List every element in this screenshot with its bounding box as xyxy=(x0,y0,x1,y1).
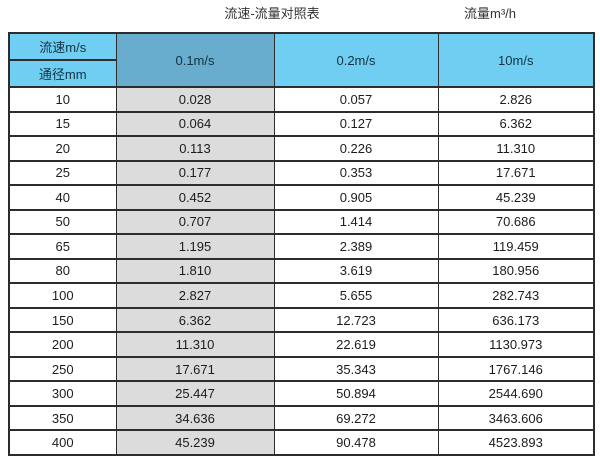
value-cell: 90.478 xyxy=(273,429,439,456)
diameter-cell: 150 xyxy=(8,306,117,334)
diameter-cell: 20 xyxy=(8,135,117,162)
value-cell: 45.239 xyxy=(437,184,595,211)
corner-cell-velocity: 流速m/s xyxy=(8,32,117,61)
value-cell: 50.894 xyxy=(273,380,439,407)
diameter-cell: 50 xyxy=(8,208,117,236)
diameter-cell: 300 xyxy=(8,380,117,407)
table-row: 80 1.810 3.619 180.956 xyxy=(8,257,595,285)
value-cell: 3.619 xyxy=(273,257,439,285)
value-cell: 119.459 xyxy=(437,233,595,260)
value-cell: 1.195 xyxy=(115,233,275,260)
value-cell: 17.671 xyxy=(115,355,275,383)
value-cell: 1.414 xyxy=(273,208,439,236)
table-row: 300 25.447 50.894 2544.690 xyxy=(8,380,595,407)
diameter-cell: 25 xyxy=(8,159,117,187)
table-row: 50 0.707 1.414 70.686 xyxy=(8,208,595,236)
value-cell: 17.671 xyxy=(437,159,595,187)
value-cell: 70.686 xyxy=(437,208,595,236)
table-row: 400 45.239 90.478 4523.893 xyxy=(8,429,595,456)
table-row: 20 0.113 0.226 11.310 xyxy=(8,135,595,162)
flow-rate-table: 流速m/s 0.1m/s 0.2m/s 10m/s 通径mm 10 0.028 0.… xyxy=(8,32,595,456)
value-cell: 2.389 xyxy=(273,233,439,260)
value-cell: 1767.146 xyxy=(437,355,595,383)
value-cell: 69.272 xyxy=(273,404,439,432)
value-cell: 0.177 xyxy=(115,159,275,187)
value-cell: 11.310 xyxy=(115,331,275,358)
column-header-0-1ms: 0.1m/s xyxy=(115,32,275,88)
diameter-cell: 40 xyxy=(8,184,117,211)
value-cell: 0.353 xyxy=(273,159,439,187)
value-cell: 34.636 xyxy=(115,404,275,432)
diameter-cell: 65 xyxy=(8,233,117,260)
table-body: 10 0.028 0.057 2.826 15 0.064 0.127 6.362 20 0.11… xyxy=(8,86,595,456)
value-cell: 12.723 xyxy=(273,306,439,334)
table-row: 250 17.671 35.343 1767.146 xyxy=(8,355,595,383)
diameter-cell: 400 xyxy=(8,429,117,456)
table-row: 25 0.177 0.353 17.671 xyxy=(8,159,595,187)
value-cell: 282.743 xyxy=(437,282,595,309)
diameter-cell: 15 xyxy=(8,110,117,138)
value-cell: 0.707 xyxy=(115,208,275,236)
value-cell: 0.064 xyxy=(115,110,275,138)
table-row: 150 6.362 12.723 636.173 xyxy=(8,306,595,334)
value-cell: 1.810 xyxy=(115,257,275,285)
value-cell: 2544.690 xyxy=(437,380,595,407)
value-cell: 35.343 xyxy=(273,355,439,383)
table-header: 流速m/s 0.1m/s 0.2m/s 10m/s 通径mm xyxy=(8,32,595,88)
corner-cell-diameter: 通径mm xyxy=(8,59,117,88)
header-row-top: 流速m/s 0.1m/s 0.2m/s 10m/s xyxy=(8,32,595,88)
value-cell: 2.827 xyxy=(115,282,275,309)
value-cell: 25.447 xyxy=(115,380,275,407)
header-row-bottom: 通径mm xyxy=(8,59,594,88)
diameter-cell: 250 xyxy=(8,355,117,383)
value-cell: 1130.973 xyxy=(437,331,595,358)
diameter-cell: 10 xyxy=(8,86,117,113)
value-cell: 0.905 xyxy=(273,184,439,211)
value-cell: 180.956 xyxy=(437,257,595,285)
table-row: 350 34.636 69.272 3463.606 xyxy=(8,404,595,432)
table-row: 15 0.064 0.127 6.362 xyxy=(8,110,595,138)
value-cell: 11.310 xyxy=(437,135,595,162)
diameter-cell: 100 xyxy=(8,282,117,309)
column-header-10ms: 10m/s xyxy=(437,32,595,88)
value-cell: 6.362 xyxy=(437,110,595,138)
page-title: 流速-流量对照表 xyxy=(224,6,320,21)
value-cell: 0.057 xyxy=(273,86,439,113)
table-row: 100 2.827 5.655 282.743 xyxy=(8,282,595,309)
value-cell: 22.619 xyxy=(273,331,439,358)
value-cell: 2.826 xyxy=(437,86,595,113)
value-cell: 4523.893 xyxy=(437,429,595,456)
column-header-0-2ms: 0.2m/s xyxy=(273,32,439,88)
flow-unit-label: 流量m³/h xyxy=(463,6,517,21)
value-cell: 0.028 xyxy=(115,86,275,113)
diameter-cell: 350 xyxy=(8,404,117,432)
diameter-cell: 200 xyxy=(8,331,117,358)
table-row: 200 11.310 22.619 1130.973 xyxy=(8,331,595,358)
table-row: 65 1.195 2.389 119.459 xyxy=(8,233,595,260)
value-cell: 0.113 xyxy=(115,135,275,162)
table-row: 40 0.452 0.905 45.239 xyxy=(8,184,595,211)
value-cell: 3463.606 xyxy=(437,404,595,432)
table-row: 10 0.028 0.057 2.826 xyxy=(8,86,595,113)
value-cell: 0.226 xyxy=(273,135,439,162)
value-cell: 0.452 xyxy=(115,184,275,211)
value-cell: 45.239 xyxy=(115,429,275,456)
value-cell: 0.127 xyxy=(273,110,439,138)
value-cell: 5.655 xyxy=(273,282,439,309)
value-cell: 6.362 xyxy=(115,306,275,334)
value-cell: 636.173 xyxy=(437,306,595,334)
diameter-cell: 80 xyxy=(8,257,117,285)
